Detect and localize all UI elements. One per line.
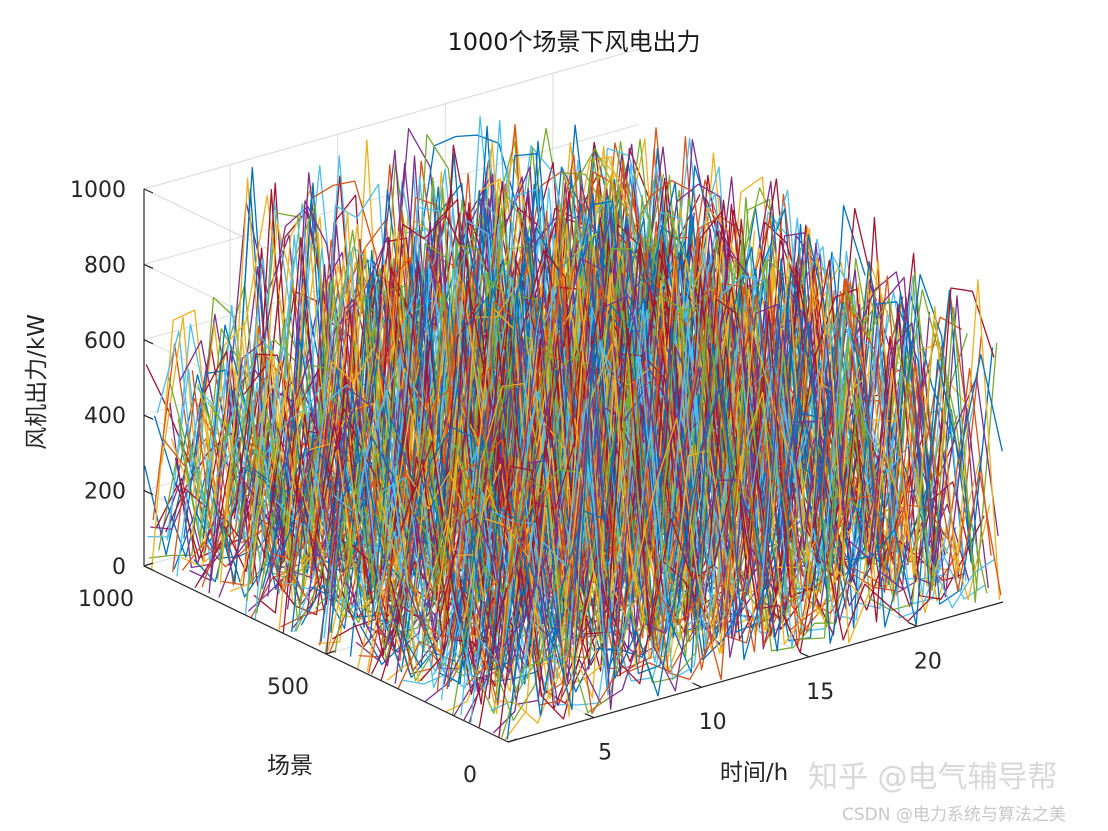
z-tick-label: 800	[84, 253, 126, 278]
z-tick-label: 600	[84, 329, 126, 354]
x-tick-label: 15	[806, 680, 834, 705]
y-axis-label: 场景	[267, 753, 313, 779]
scenario-trace	[501, 290, 998, 738]
z-tick-mark	[143, 490, 154, 496]
axis-layer	[143, 188, 1004, 743]
scenario-trace	[498, 287, 995, 738]
scenario-trace	[502, 322, 999, 710]
scenario-trace	[449, 334, 946, 695]
x-axis-line	[507, 601, 1004, 743]
z-tick-mark	[143, 188, 154, 194]
scenario-trace	[491, 289, 988, 722]
z-tick-mark	[143, 414, 154, 420]
x-tick-mark	[907, 621, 918, 627]
scenario-trace	[499, 302, 996, 696]
x-axis-label: 时间/h	[720, 760, 788, 786]
z-tick-label: 0	[112, 555, 126, 580]
y-tick-label: 1000	[78, 587, 134, 612]
x-tick-mark	[692, 682, 702, 688]
scenario-trace	[478, 298, 975, 728]
y-tick-mark	[507, 738, 518, 743]
scenario-trace	[506, 321, 1003, 740]
y-tick-mark	[143, 562, 154, 567]
scenario-trace	[505, 364, 1002, 714]
z-tick-mark	[143, 339, 154, 345]
scenario-trace	[482, 295, 980, 688]
watermark-csdn: CSDN @电力系统与算法之美	[842, 805, 1066, 825]
scenario-trace	[484, 370, 981, 700]
z-tick-label: 400	[84, 404, 126, 429]
z-tick-label: 1000	[70, 178, 126, 203]
x-tick-label: 10	[699, 710, 727, 735]
scenario-trace	[473, 276, 970, 705]
watermark-zhihu: 知乎 @电气辅导帮	[808, 760, 1058, 795]
scenario-trace	[481, 307, 978, 659]
y-tick-label: 0	[463, 763, 477, 788]
y-tick-label: 500	[267, 675, 309, 700]
z-tick-mark	[143, 263, 154, 269]
scenario-trace	[471, 310, 968, 715]
z-tick-mark	[143, 565, 154, 571]
scenario-trace	[460, 275, 957, 716]
z-tick-label: 200	[84, 480, 126, 505]
x-tick-label: 5	[598, 741, 612, 766]
x-tick-label: 20	[914, 649, 942, 674]
scenario-trace	[488, 304, 985, 710]
x-tick-mark	[800, 652, 810, 658]
z-axis-label: 风机出力/kW	[24, 314, 50, 450]
series-traces	[144, 116, 1003, 741]
scenario-trace	[487, 301, 984, 686]
y-tick-mark	[325, 650, 336, 655]
chart-title: 1000个场景下风电出力	[447, 28, 700, 56]
x-tick-mark	[584, 713, 595, 719]
scenario-trace	[494, 330, 991, 724]
